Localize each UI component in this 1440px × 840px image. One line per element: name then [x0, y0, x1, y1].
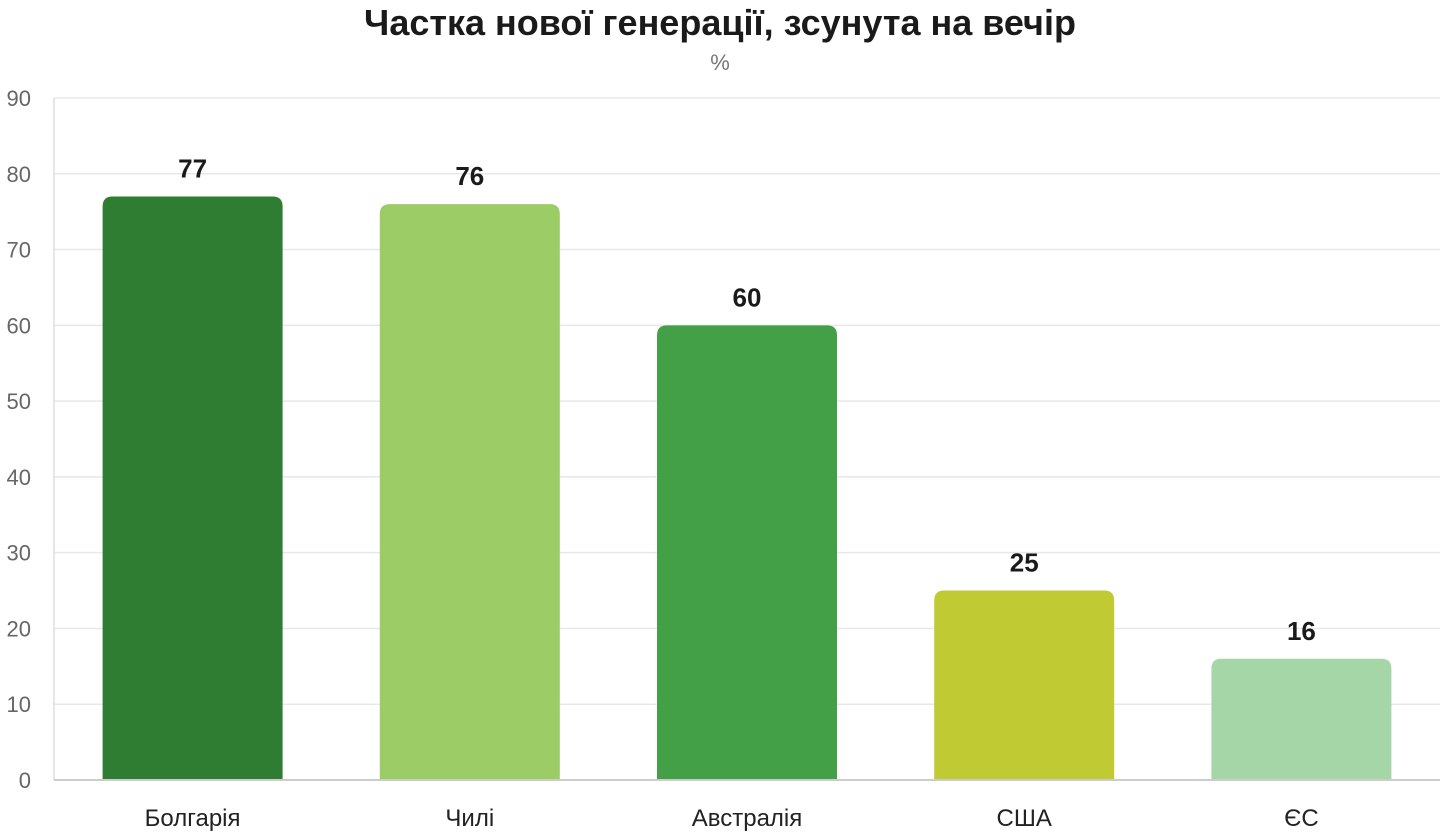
x-tick-label: Болгарія [145, 805, 241, 832]
bar-value-label: 16 [1287, 616, 1316, 646]
y-tick-label: 90 [7, 86, 31, 111]
chart-title: Частка нової генерації, зсунута на вечір [364, 2, 1076, 43]
bar-value-label: 25 [1010, 548, 1039, 578]
bar-value-label: 77 [178, 154, 207, 184]
y-tick-label: 50 [7, 389, 31, 414]
y-tick-label: 10 [7, 692, 31, 717]
y-tick-label: 70 [7, 238, 31, 263]
bar-value-label: 76 [455, 161, 484, 191]
y-tick-label: 20 [7, 616, 31, 641]
bar-3 [657, 325, 837, 780]
y-tick-label: 30 [7, 541, 31, 566]
x-tick-label: ЄС [1284, 805, 1319, 832]
chart-subtitle: % [710, 50, 730, 75]
bar-1 [102, 196, 283, 780]
y-tick-label: 60 [7, 313, 31, 338]
x-tick-label: США [997, 805, 1052, 832]
bar-value-label: 60 [733, 282, 762, 312]
x-tick-label: Чилі [445, 805, 494, 832]
y-tick-label: 80 [7, 162, 31, 187]
y-tick-label: 0 [19, 768, 31, 793]
bar-5 [1211, 658, 1392, 780]
bar-2 [379, 204, 560, 781]
x-tick-label: Австралія [692, 805, 803, 832]
bar-4 [934, 590, 1115, 780]
y-tick-label: 40 [7, 465, 31, 490]
